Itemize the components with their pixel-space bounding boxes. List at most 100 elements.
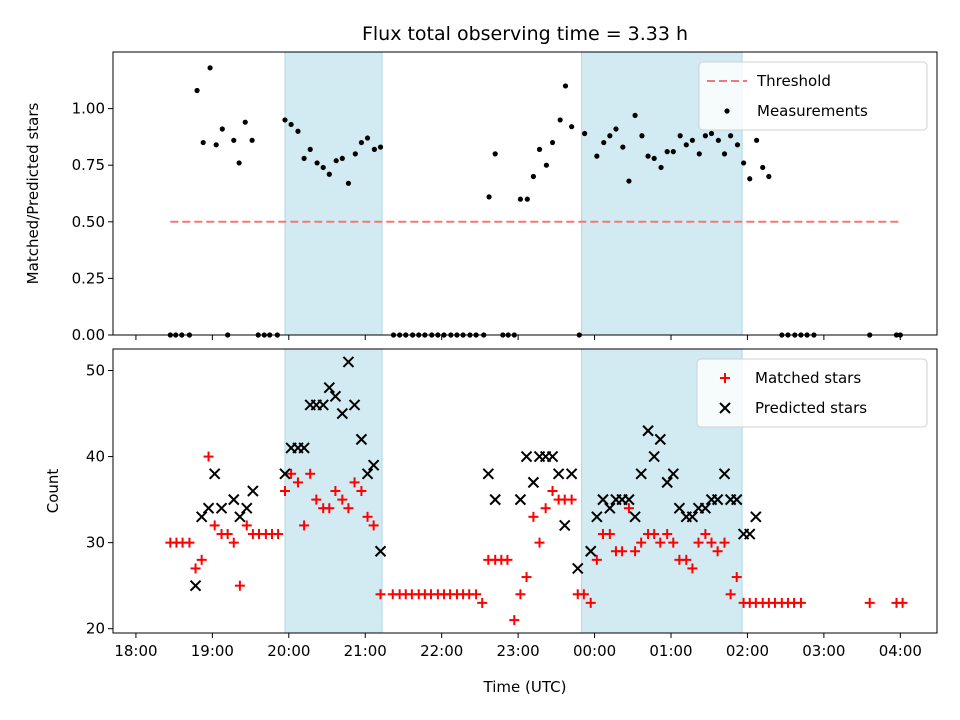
measurement-point xyxy=(326,171,332,177)
matched-star-point xyxy=(681,554,692,565)
measurement-point xyxy=(708,130,715,137)
matched-star-point xyxy=(630,546,641,557)
predicted-star-point xyxy=(604,502,616,514)
matched-star-point xyxy=(337,494,348,505)
predicted-star-point xyxy=(228,493,240,506)
measurement-point xyxy=(766,173,772,180)
measurement-point xyxy=(549,139,556,146)
matched-star-point xyxy=(311,494,322,505)
measurement-point xyxy=(219,126,225,132)
predicted-star-point xyxy=(520,450,533,463)
y-tick-label: 20 xyxy=(86,620,105,638)
measurement-point xyxy=(747,176,753,182)
predicted-star-point xyxy=(374,545,387,557)
measurement-point xyxy=(231,137,237,143)
matched-star-point xyxy=(623,503,634,514)
predicted-star-point xyxy=(329,390,342,403)
observing-windows xyxy=(284,348,743,634)
matched-star-point xyxy=(502,554,513,565)
x-tick-label: 20:00 xyxy=(267,642,310,660)
measurement-point xyxy=(689,137,695,143)
measurement-point xyxy=(569,124,575,130)
measurement-point xyxy=(333,158,339,164)
predicted-star-point xyxy=(597,493,609,506)
bottom-x-ticks: 18:00 19:00 20:00 21:00 22:00 23:00 00:00 01:00… xyxy=(114,633,922,660)
y-tick-label: 0.75 xyxy=(72,156,105,174)
predicted-star-point xyxy=(514,493,527,506)
matched-star-point xyxy=(668,537,679,548)
measurement-points xyxy=(167,65,903,338)
measurement-point xyxy=(702,133,708,139)
x-tick-label: 18:00 xyxy=(114,642,157,660)
top-panel-frame xyxy=(112,51,938,336)
matched-star-point xyxy=(209,520,220,531)
matched-star-point xyxy=(693,537,704,548)
predicted-star-point xyxy=(482,468,495,480)
matched-star-point xyxy=(897,597,908,608)
measurement-point xyxy=(760,164,766,171)
legend-predicted-symbol xyxy=(719,402,731,414)
measurement-point xyxy=(200,139,206,146)
predicted-star-point xyxy=(317,399,329,411)
matched-star-point xyxy=(184,537,195,548)
measurement-point xyxy=(613,126,619,132)
matched-star-point xyxy=(222,529,233,540)
predicted-star-point xyxy=(711,493,724,506)
measurement-point xyxy=(486,194,492,200)
measurement-point xyxy=(582,130,588,137)
measurement-point xyxy=(658,164,664,171)
measurement-point xyxy=(557,117,563,123)
measurement-point xyxy=(620,144,626,150)
measurement-point xyxy=(377,144,384,150)
matched-star-point xyxy=(375,589,386,600)
predicted-star-point xyxy=(673,502,686,514)
y-tick-label: 50 xyxy=(86,362,105,380)
legend-label: Threshold xyxy=(756,72,831,90)
count-points xyxy=(165,356,908,626)
predicted-star-point xyxy=(195,511,208,523)
predicted-star-point xyxy=(527,476,540,489)
predicted-star-point xyxy=(565,468,578,480)
measurement-point xyxy=(242,119,248,125)
matched-star-point xyxy=(662,529,673,540)
y-tick-label: 30 xyxy=(86,534,105,552)
top-y-axis-label: Matched/Predicted stars xyxy=(24,103,42,285)
measurement-point xyxy=(307,146,313,152)
measurement-point xyxy=(492,151,498,157)
matched-star-point xyxy=(706,537,717,548)
x-tick-label: 01:00 xyxy=(649,642,692,660)
predicted-star-point xyxy=(648,450,660,463)
predicted-star-point xyxy=(323,382,336,394)
measurement-point xyxy=(651,155,657,162)
measurement-point xyxy=(371,146,378,152)
predicted-star-point xyxy=(744,528,756,540)
predicted-star-point xyxy=(629,511,641,523)
measurement-point xyxy=(734,142,741,148)
matched-star-point xyxy=(864,597,875,608)
matched-star-point xyxy=(228,537,239,548)
matched-star-point xyxy=(279,486,290,496)
matched-star-point xyxy=(292,477,303,488)
measurement-point xyxy=(626,178,632,184)
x-tick-label: 23:00 xyxy=(497,642,540,660)
matched-star-point xyxy=(305,468,316,479)
matched-star-point xyxy=(521,572,532,583)
chart-title: Flux total observing time = 3.33 h xyxy=(362,23,688,45)
shaded-interval xyxy=(284,51,383,336)
measurement-point xyxy=(601,139,607,146)
measurement-point xyxy=(530,173,537,180)
matched-star-point xyxy=(604,529,615,540)
measurement-point xyxy=(194,87,200,94)
measurement-point xyxy=(314,160,320,166)
matched-star-point xyxy=(362,511,373,522)
x-tick-label: 22:00 xyxy=(420,642,463,660)
matched-star-point xyxy=(234,580,245,591)
y-tick-label: 0.00 xyxy=(72,326,105,344)
predicted-star-point xyxy=(552,468,565,480)
predicted-star-point xyxy=(572,562,584,575)
measurement-point xyxy=(594,153,600,159)
predicted-star-point xyxy=(241,502,253,514)
x-tick-label: 00:00 xyxy=(573,642,616,660)
legend-label: Predicted stars xyxy=(755,399,867,417)
